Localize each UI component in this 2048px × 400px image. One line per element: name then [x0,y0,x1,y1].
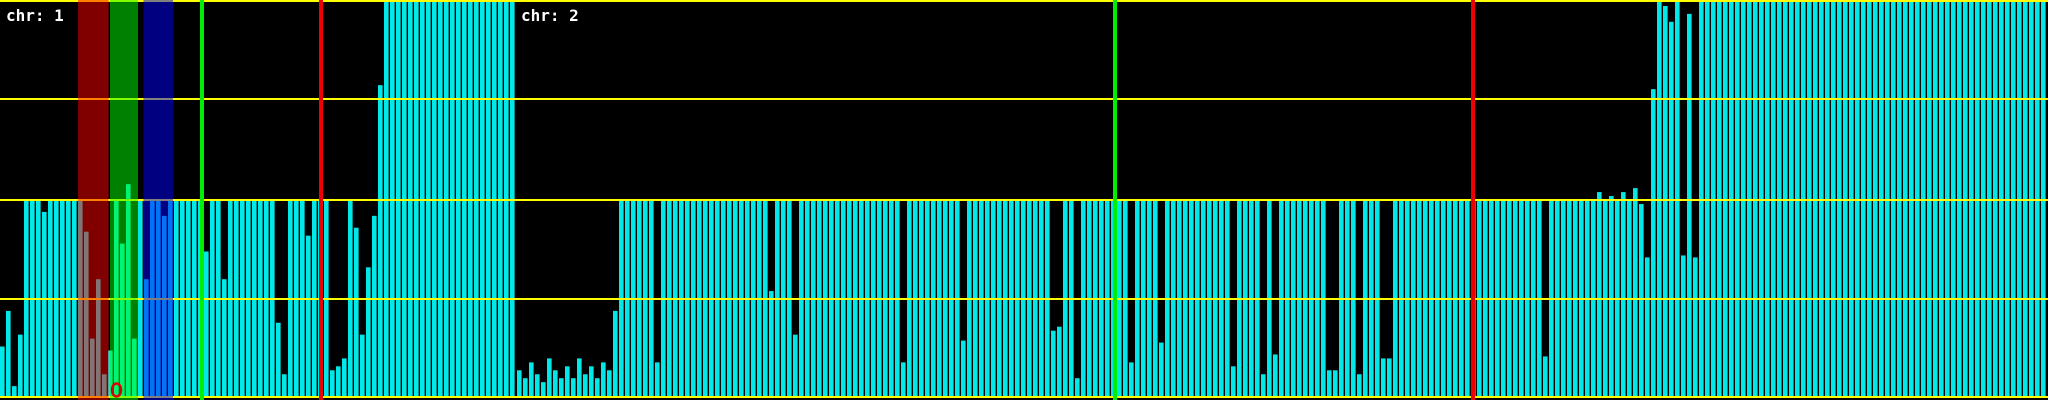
coverage-bar [1387,358,1392,398]
coverage-bar [1261,374,1266,398]
green-region-overlay [110,0,138,400]
coverage-bar [1687,13,1692,398]
coverage-bar [655,362,660,398]
coverage-bar [1051,330,1056,398]
coverage-bar [595,378,600,398]
coverage-bar [1681,255,1686,398]
chromosome-1-label: chr: 1 [6,6,64,25]
coverage-bar [517,370,522,398]
coverage-bar [961,340,966,398]
coverage-bar [276,322,281,398]
coverage-bar [1057,326,1062,398]
coverage-bar [306,235,311,398]
coverage-bar [222,279,227,398]
coverage-bar [547,358,552,398]
coverage-bar [583,374,588,398]
coverage-bar [42,211,47,398]
coverage-bar [6,310,11,398]
coverage-bar [535,374,540,398]
coverage-bar [12,386,17,398]
coverage-bar [1639,203,1644,398]
red-marker-line [1471,0,1475,400]
coverage-bar [366,267,371,398]
coverage-bar [901,362,906,398]
coverage-bar [559,378,564,398]
coverage-bar [372,215,377,398]
coverage-bar [529,362,534,398]
coverage-bar [1633,188,1638,398]
coverage-bar [1543,356,1548,398]
coverage-bar [330,370,335,398]
coverage-bar [589,366,594,398]
blue-region-overlay [143,0,173,400]
coverage-bar [1663,5,1668,399]
coverage-bar [282,374,287,398]
coverage-bar [1273,354,1278,398]
coverage-bar [336,366,341,398]
coverage-bar [360,334,365,398]
coverage-bar [1129,362,1134,398]
coverage-bar [1231,366,1236,398]
coverage-bar [577,358,582,398]
coverage-bar [1609,196,1614,398]
coverage-bar [342,358,347,398]
coverage-bar [1621,192,1626,398]
red-region-overlay [78,0,109,400]
gridline [0,0,2048,2]
coverage-bar [1669,21,1674,399]
coverage-bar [1357,374,1362,398]
coverage-bar [1645,257,1650,398]
red-marker-line [319,0,323,400]
green-marker-line [1113,0,1117,400]
coverage-bar [607,370,612,398]
gridline [0,396,2048,398]
coverage-bar [571,378,576,398]
coverage-bar [204,251,209,398]
gridline [0,98,2048,100]
coverage-bar [1651,89,1656,399]
coverage-bar [523,378,528,398]
coverage-bar [1381,358,1386,398]
coverage-bar [769,291,774,398]
coverage-bar [378,85,383,398]
coverage-bar [18,334,23,398]
coverage-bar [1597,192,1602,398]
green-marker-line [200,0,204,400]
coverage-bar [613,310,618,398]
coverage-bar [1693,257,1698,398]
coverage-bar [1159,342,1164,398]
coverage-bar [793,334,798,398]
chromosome-2-label: chr: 2 [521,6,579,25]
coverage-bar [541,382,546,398]
gridline [0,298,2048,300]
coverage-bar [553,370,558,398]
coverage-bar [565,366,570,398]
coverage-bar [1327,370,1332,398]
coverage-bar [601,362,606,398]
gridline [0,199,2048,201]
coverage-bar [1075,378,1080,398]
point-marker-ellipse [110,382,123,398]
coverage-bar [354,227,359,398]
coverage-bar [0,346,5,398]
coverage-bar [1333,370,1338,398]
